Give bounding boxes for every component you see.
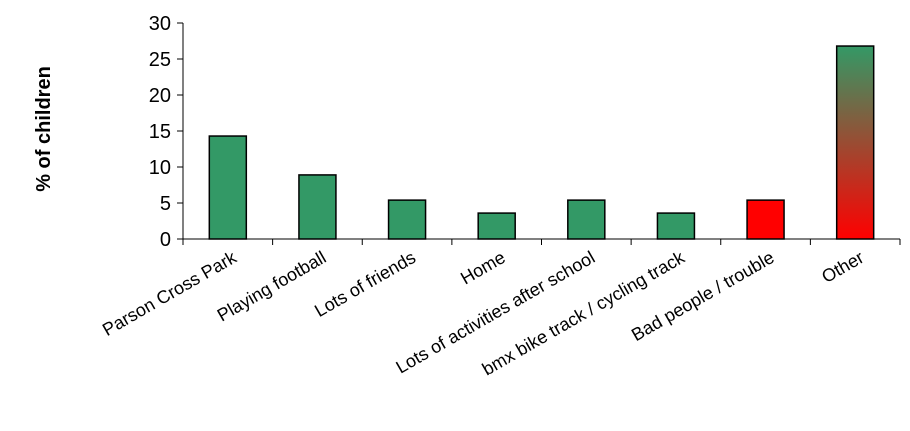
bar-playing-football — [298, 174, 337, 240]
bar-home — [477, 212, 516, 240]
bar-bad-people-trouble — [746, 199, 785, 240]
y-tick-label: 10 — [149, 157, 171, 179]
y-tick-label: 15 — [149, 121, 171, 143]
y-tick-label: 25 — [149, 49, 171, 71]
y-axis-label: % of children — [33, 66, 55, 192]
y-tick-labels: 0 5 10 15 20 25 30 — [149, 13, 171, 251]
y-tick-label: 20 — [149, 85, 171, 107]
bars — [208, 45, 875, 240]
x-tick-label: Home — [457, 247, 509, 288]
bar-lots-of-activities-after-school — [567, 199, 606, 240]
bar-lots-of-friends — [387, 199, 427, 240]
bar-bmx-bike-track-cycling-track — [656, 212, 696, 240]
x-tick-label: Parson Cross Park — [99, 247, 241, 340]
x-tick-label: Other — [818, 247, 867, 287]
bar-parson-cross-park — [208, 135, 248, 240]
x-tick-label: Bad people / trouble — [628, 247, 778, 345]
y-tick-label: 5 — [160, 193, 171, 215]
axes — [177, 22, 901, 245]
x-tick-label: Lots of friends — [311, 247, 419, 321]
bar-other — [835, 45, 875, 240]
y-tick-label: 0 — [160, 229, 171, 251]
y-tick-label: 30 — [149, 13, 171, 35]
